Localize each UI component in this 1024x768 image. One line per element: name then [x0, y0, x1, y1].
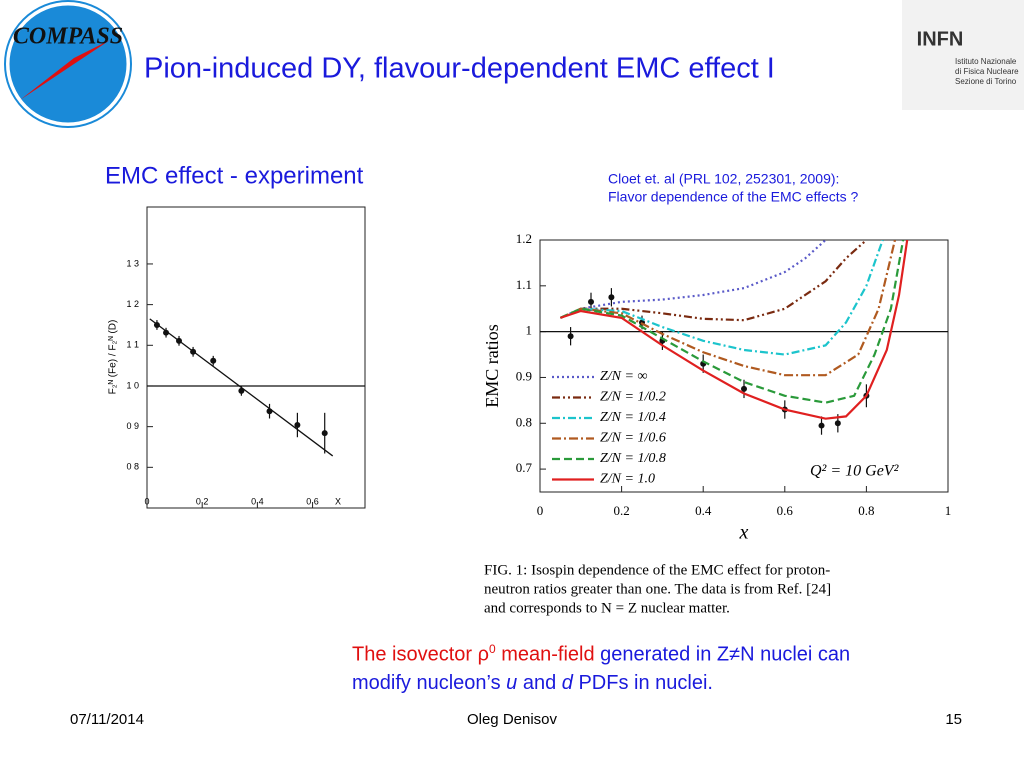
citation: Flavor dependence of the EMC effects ?: [608, 189, 859, 205]
x-tick-label: 0.2: [613, 503, 629, 518]
data-point: [321, 430, 328, 437]
x-axis-label: X: [335, 496, 341, 506]
x-tick-label: 1: [945, 503, 952, 518]
y-tick-label: 1 3: [126, 258, 139, 268]
curve: [559, 240, 884, 356]
data-point: [210, 357, 217, 364]
y-axis-label: F₂ᴺ (Fe) / F₂ᴺ (D): [108, 320, 119, 395]
data-point: [818, 422, 825, 429]
body-text: modify nucleon’s: [352, 672, 507, 694]
legend-label: Z/N = 1.0: [600, 472, 655, 487]
data-point: [834, 420, 841, 427]
body-text: 0: [488, 642, 496, 656]
body-text: and: [517, 672, 562, 694]
x-tick-label: 0 2: [196, 496, 209, 506]
y-tick-label: 0.9: [516, 368, 532, 383]
compass-logo: COMPASS: [4, 0, 132, 128]
body-text: d: [561, 672, 573, 694]
plot-frame: [146, 206, 366, 509]
data-point: [588, 298, 594, 305]
slide-title: Pion-induced DY, flavour-dependent EMC e…: [144, 53, 775, 85]
x-axis-label: x: [739, 522, 749, 544]
x-tick-label: 0: [144, 496, 149, 506]
footer-page: 15: [945, 711, 962, 728]
y-axis-label: EMC ratios: [482, 324, 502, 408]
curve: [559, 240, 827, 319]
legend-label: Z/N = 1/0.6: [600, 431, 666, 446]
y-tick-label: 1.1: [516, 277, 532, 292]
caption: and corresponds to N = Z nuclear matter.: [484, 600, 730, 616]
logo-sub: Sezione di Torino: [955, 77, 1017, 86]
y-tick-label: 1 1: [126, 340, 139, 350]
logo-sub: di Fisica Nucleare: [955, 67, 1019, 76]
logo-text: COMPASS: [13, 24, 123, 50]
caption: FIG. 1: Isospin dependence of the EMC ef…: [484, 562, 830, 578]
data-point: [567, 333, 574, 340]
y-tick-label: 0 9: [126, 421, 139, 431]
y-tick-label: 0 8: [126, 462, 139, 472]
legend-label: Z/N = ∞: [600, 369, 647, 384]
legend-label: Z/N = 1/0.2: [600, 390, 666, 405]
curve: [559, 240, 868, 322]
y-tick-label: 0.8: [516, 414, 532, 429]
charts: 0 8 0 9 1 0 1 1 1 2 1 3 0 0 2 0 4 0 6 F₂ᴺ (Fe) / F…: [108, 206, 952, 544]
body-text: mean-field: [495, 643, 595, 666]
body-text: generated in Z≠N nuclei can: [594, 643, 851, 666]
footer-author: Oleg Denisov: [467, 711, 558, 728]
data-point: [294, 422, 301, 429]
y-tick-label: 0.7: [516, 460, 533, 475]
data-point: [163, 329, 170, 336]
data-point: [741, 385, 747, 392]
footer-date: 07/11/2014: [70, 711, 144, 728]
citation: Cloet et. al (PRL 102, 252301, 2009):: [608, 171, 839, 187]
annotation: Q² = 10 GeV²: [810, 463, 900, 480]
y-tick-label: 1: [526, 323, 533, 338]
body-line: modify nucleon’s u and d PDFs in nuclei.: [352, 672, 713, 695]
heading: EMC effect - experiment: [105, 162, 364, 189]
x-tick-label: 0: [537, 503, 544, 518]
logo-sub: Istituto Nazionale: [955, 57, 1017, 66]
legend-label: Z/N = 1/0.8: [600, 451, 666, 466]
x-tick-label: 0.8: [858, 503, 874, 518]
caption: neutron ratios greater than one. The dat…: [484, 581, 831, 597]
infn-logo: INFN Istituto Nazionale di Fisica Nuclea…: [902, 0, 1024, 110]
x-tick-label: 0.6: [777, 503, 794, 518]
plot-frame: [539, 239, 949, 493]
x-tick-label: 0 4: [251, 496, 264, 506]
curve: [149, 318, 334, 457]
curve: [560, 240, 909, 420]
y-tick-label: 1 0: [126, 380, 139, 390]
logo-text: INFN: [917, 28, 964, 50]
x-tick-label: 0.4: [695, 503, 712, 518]
y-tick-label: 1.2: [516, 231, 532, 246]
legend-label: Z/N = 1/0.4: [600, 410, 666, 425]
x-tick-label: 0 6: [306, 496, 319, 506]
body-text: PDFs in nuclei.: [572, 672, 713, 694]
body-text: The isovector ρ: [352, 643, 489, 666]
body-text: u: [506, 672, 518, 694]
y-tick-label: 1 2: [126, 299, 139, 309]
body-line: The isovector ρ0 mean-field generated in…: [352, 642, 850, 667]
data-point: [608, 294, 615, 301]
